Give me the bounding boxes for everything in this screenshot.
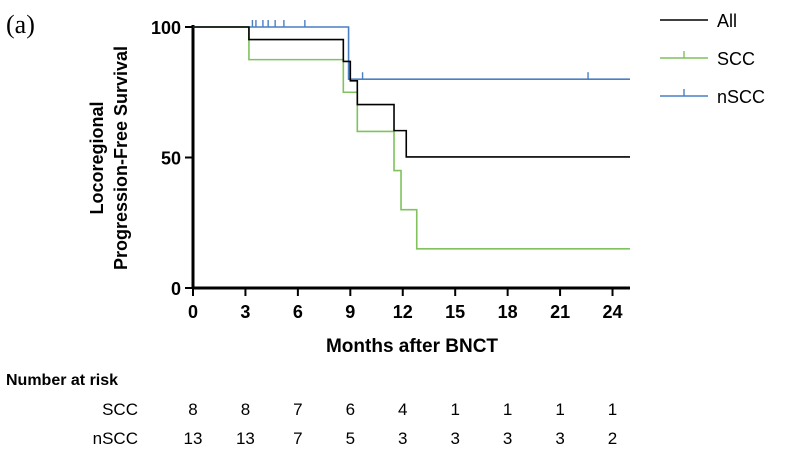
risk-value: 3	[555, 429, 565, 448]
survival-curve-nscc	[193, 26, 630, 80]
y-axis-label-line2: Progression-Free Survival	[111, 46, 131, 270]
survival-curve-scc	[193, 26, 630, 250]
risk-value: 1	[450, 400, 460, 419]
risk-value: 3	[450, 429, 460, 448]
y-tick-label: 0	[171, 279, 181, 299]
risk-value: 13	[183, 429, 203, 448]
x-tick-label: 9	[345, 302, 355, 322]
x-tick-label: 3	[240, 302, 250, 322]
risk-value: 3	[398, 429, 408, 448]
risk-value: 2	[607, 429, 618, 448]
x-tick-label: 18	[498, 302, 518, 322]
x-tick-label: 0	[188, 302, 198, 322]
risk-value: 1	[607, 400, 618, 419]
y-tick-label: 50	[161, 149, 181, 169]
y-axis-label-line1: Locoregional	[87, 101, 107, 214]
risk-value: 8	[188, 400, 198, 419]
risk-value: 7	[293, 429, 303, 448]
risk-value: 13	[235, 429, 255, 448]
y-tick-label: 100	[151, 18, 181, 38]
x-tick-label: 15	[445, 302, 465, 322]
risk-value: 3	[502, 429, 513, 448]
risk-value: 1	[502, 400, 513, 419]
risk-value: 6	[345, 400, 356, 419]
panel-label: (a)	[6, 10, 35, 39]
x-tick-label: 21	[550, 302, 570, 322]
risk-value: 5	[345, 429, 356, 448]
x-tick-label: 12	[393, 302, 413, 322]
legend-label-all: All	[717, 11, 737, 31]
x-tick-label: 24	[603, 302, 623, 322]
risk-table-title: Number at risk	[6, 372, 119, 389]
x-axis-label: Months after BNCT	[326, 336, 498, 357]
legend-label-nscc: nSCC	[717, 87, 765, 107]
risk-value: 7	[293, 400, 303, 419]
risk-value: 4	[398, 400, 408, 419]
risk-value: 1	[555, 400, 565, 419]
legend-label-scc: SCC	[717, 49, 755, 69]
risk-row-label: SCC	[102, 400, 138, 419]
risk-row-label: nSCC	[92, 429, 138, 448]
risk-value: 8	[240, 400, 251, 419]
x-tick-label: 6	[293, 302, 303, 322]
survival-curve-all	[193, 26, 630, 158]
